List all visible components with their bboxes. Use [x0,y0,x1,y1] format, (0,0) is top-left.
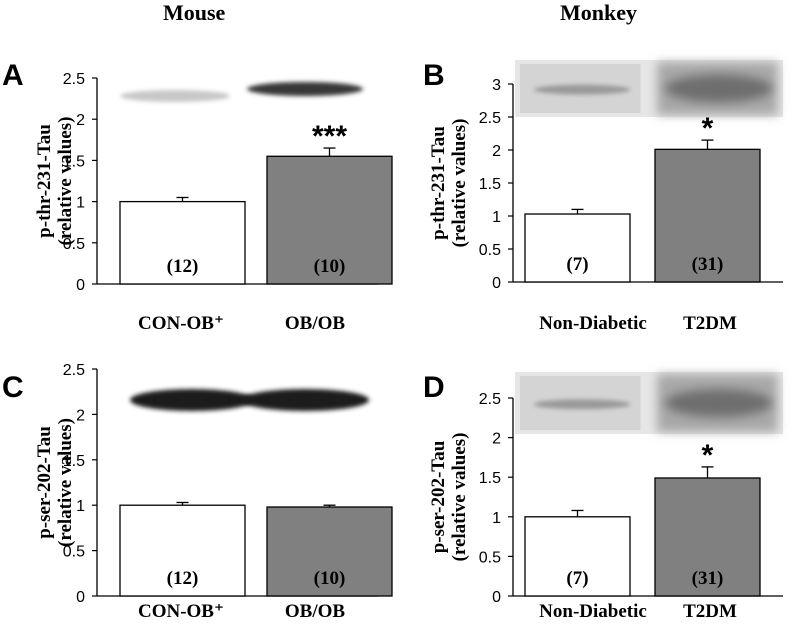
significance-marker: * [702,439,714,472]
sample-size-label: (7) [566,568,588,589]
bar [524,213,631,283]
chart-panel-a: Ap-thr-231-Tau (relative values) 0 0.5 1 1.5 2… [2,59,393,334]
y-tick-label: 1 [76,498,85,515]
y-tick-label: 1.5 [479,470,501,487]
y-tick-label: 0.5 [63,236,85,253]
category-label: CON-OB⁺ [138,313,224,334]
y-axis-label: (relative values) [449,119,470,248]
panel-letter: C [2,371,24,404]
western-blot-image [120,82,363,102]
bar [266,506,393,597]
panel-letter: D [423,371,445,404]
y-tick-label: 2 [76,407,85,424]
blot-band-1 [130,389,254,411]
blot-band-1 [533,399,631,410]
chart-panel-d: Dp-ser-202-Tau (relative values) 0 0.5 1 1.5 2… [423,371,783,622]
y-tick-label: 2 [492,431,501,448]
y-tick-label: 2 [492,143,501,160]
blot-band-2 [247,82,363,96]
blot-band-2 [665,389,773,417]
y-tick-label: 0 [76,277,85,294]
category-label: OB/OB [285,601,346,622]
western-blot-image [515,372,783,434]
y-tick-label: 2 [76,112,85,129]
y-axis-label: p-ser-202-Tau [34,426,55,539]
category-label: T2DM [683,601,737,622]
y-axis-label: p-ser-202-Tau [428,440,449,553]
y-axis-label: (relative values) [449,433,470,562]
sample-size-label: (31) [692,568,724,589]
western-blot-image [130,389,369,411]
bar [266,155,393,285]
bar [119,504,246,597]
bar [524,516,631,597]
y-axis-label: p-thr-231-Tau [34,124,55,238]
y-tick-label: 1.5 [63,153,85,170]
y-tick-label: 0.5 [479,242,501,259]
y-tick-label: 2.5 [63,71,85,88]
y-tick-label: 0 [492,589,501,606]
blot-band-1 [120,90,230,102]
sample-size-label: (12) [167,256,199,277]
y-tick-label: 1 [492,510,501,527]
sample-size-label: (12) [167,568,199,589]
y-tick-label: 2.5 [479,110,501,127]
western-blot-image [515,60,783,117]
y-tick-label: 2.5 [479,391,501,408]
category-label: CON-OB⁺ [138,601,224,622]
y-tick-label: 0.5 [479,549,501,566]
chart-panel-b: Bp-thr-231-Tau (relative values) 0 0.5 1 1.5 2… [423,59,783,334]
panel-letter: B [423,59,445,92]
y-tick-label: 3 [492,77,501,94]
monkey-column-title: Monkey [560,0,637,25]
y-tick-label: 1 [492,209,501,226]
category-label: Non-Diabetic [539,601,647,622]
y-axis-label: (relative values) [55,418,76,547]
bar [654,148,761,283]
y-tick-label: 0.5 [63,544,85,561]
significance-marker: * [702,112,714,145]
y-tick-label: 2.5 [63,362,85,379]
y-tick-label: 0 [492,275,501,292]
blot-band-1 [533,84,631,95]
bar [654,477,761,597]
y-axis-label: p-thr-231-Tau [428,126,449,240]
category-label: Non-Diabetic [539,313,647,334]
sample-size-label: (7) [566,254,588,275]
chart-panel-c: Cp-ser-202-Tau (relative values) 0 0.5 1 1.5 2… [2,362,393,622]
y-tick-label: 1 [76,195,85,212]
mouse-column-title: Mouse [163,0,226,25]
panel-letter: A [2,59,24,92]
y-tick-label: 1.5 [479,176,501,193]
y-tick-label: 1.5 [63,453,85,470]
sample-size-label: (10) [314,256,346,277]
y-tick-label: 0 [76,589,85,606]
sample-size-label: (31) [692,254,724,275]
sample-size-label: (10) [314,568,346,589]
category-label: T2DM [683,313,737,334]
y-axis-label: (relative values) [55,117,76,246]
significance-marker: *** [312,120,347,153]
blot-band-2 [665,74,773,103]
category-label: OB/OB [285,313,346,334]
blot-band-2 [241,389,369,411]
bar [119,200,246,285]
